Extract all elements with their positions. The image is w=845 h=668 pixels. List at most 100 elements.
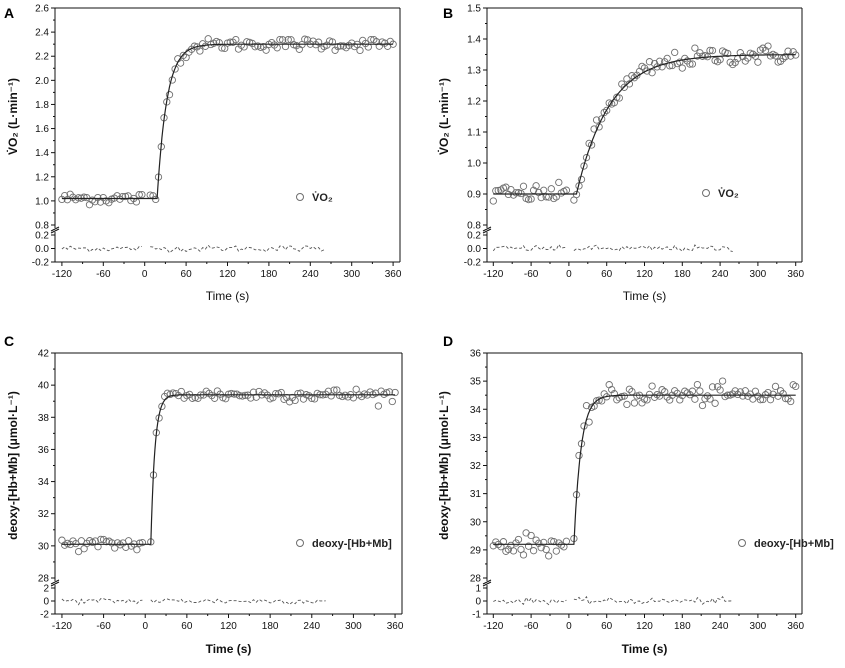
data-point bbox=[769, 390, 777, 398]
y-tick-label: 30 bbox=[38, 541, 50, 552]
x-tick-label: -60 bbox=[524, 269, 539, 280]
data-point bbox=[759, 44, 767, 52]
data-point bbox=[291, 396, 299, 405]
x-tick-label: 180 bbox=[261, 269, 278, 280]
y-tick-label: 2.6 bbox=[35, 4, 49, 15]
data-point bbox=[598, 115, 606, 123]
data-point bbox=[592, 116, 601, 124]
data-point bbox=[633, 71, 641, 79]
data-point bbox=[152, 195, 160, 204]
data-point bbox=[489, 542, 497, 550]
data-point bbox=[787, 397, 795, 406]
y-tick-label: 1.6 bbox=[35, 124, 49, 135]
y-tick-label: 1.0 bbox=[467, 159, 481, 170]
data-point bbox=[328, 38, 337, 46]
data-point bbox=[691, 395, 699, 403]
data-point bbox=[555, 539, 563, 547]
data-point bbox=[527, 531, 535, 540]
data-point bbox=[502, 547, 510, 555]
data-point bbox=[136, 539, 144, 547]
residual-line bbox=[61, 598, 326, 606]
x-tick-label: 0 bbox=[142, 269, 148, 280]
data-point bbox=[582, 401, 591, 410]
data-points bbox=[489, 42, 800, 205]
residual-tick-label: -1 bbox=[472, 610, 481, 621]
data-point bbox=[547, 185, 555, 193]
data-point bbox=[165, 91, 174, 99]
data-point bbox=[334, 42, 342, 51]
data-point bbox=[294, 389, 302, 398]
data-point bbox=[764, 42, 772, 50]
y-tick-label: 1.4 bbox=[467, 35, 481, 46]
data-point bbox=[489, 197, 497, 205]
legend: deoxy-[Hb+Mb] bbox=[738, 538, 834, 550]
data-point bbox=[787, 52, 795, 60]
legend-label: V̇O₂ bbox=[718, 187, 739, 200]
axis-break-mark bbox=[50, 228, 60, 234]
data-point bbox=[227, 389, 235, 398]
data-point bbox=[575, 451, 583, 460]
data-point bbox=[625, 385, 634, 393]
data-point bbox=[138, 190, 146, 199]
y-axis-title: V̇O₂ (L·min⁻¹) bbox=[436, 78, 451, 155]
y-tick-label: 40 bbox=[38, 381, 50, 392]
data-point bbox=[671, 48, 679, 57]
data-point bbox=[391, 388, 399, 397]
data-point bbox=[281, 42, 290, 51]
data-point bbox=[724, 49, 732, 58]
x-tick-label: 60 bbox=[181, 269, 193, 280]
data-point bbox=[352, 385, 360, 393]
data-point bbox=[535, 539, 543, 547]
x-tick-label: 360 bbox=[387, 621, 404, 632]
data-point bbox=[519, 182, 528, 190]
data-point bbox=[204, 35, 212, 43]
residual-tick-label: 2 bbox=[43, 584, 49, 595]
data-point bbox=[499, 538, 508, 546]
x-tick-label: 120 bbox=[636, 269, 653, 280]
data-point bbox=[238, 392, 247, 400]
data-point bbox=[726, 58, 734, 66]
panel-letter: A bbox=[4, 5, 14, 21]
data-point bbox=[630, 399, 639, 407]
residual-tick-label: 1 bbox=[475, 584, 481, 595]
data-points bbox=[489, 377, 800, 560]
legend-marker bbox=[296, 193, 304, 201]
data-point bbox=[532, 182, 540, 190]
data-point bbox=[605, 381, 613, 389]
data-point bbox=[650, 393, 659, 401]
y-axis-title: deoxy-[Hb+Mb] (μmol·L⁻¹) bbox=[6, 391, 20, 540]
panel-letter: C bbox=[4, 333, 14, 349]
data-points bbox=[58, 385, 399, 556]
data-point bbox=[272, 389, 280, 398]
data-point bbox=[301, 35, 309, 43]
y-tick-label: 38 bbox=[38, 413, 50, 424]
y-tick-label: 1.5 bbox=[467, 4, 481, 15]
data-point bbox=[230, 390, 238, 398]
data-point bbox=[681, 54, 689, 63]
legend: deoxy-[Hb+Mb] bbox=[296, 538, 392, 550]
residual-tick-label: 0.2 bbox=[35, 231, 49, 242]
y-tick-label: 31 bbox=[470, 489, 482, 500]
y-tick-label: 1.2 bbox=[467, 97, 481, 108]
data-point bbox=[580, 162, 588, 170]
data-point bbox=[277, 388, 285, 397]
y-tick-label: 36 bbox=[38, 445, 50, 456]
data-point bbox=[374, 402, 383, 410]
panel-b: B 0.8 0.9 1.0 1.1 1.2 1.3 1.4 1.5 0.2 0.0 -0.2-120 -… bbox=[436, 4, 804, 304]
x-tick-label: -60 bbox=[524, 621, 539, 632]
data-point bbox=[751, 387, 760, 395]
data-point bbox=[610, 390, 618, 398]
x-tick-label: 240 bbox=[712, 269, 729, 280]
x-tick-label: 0 bbox=[566, 621, 572, 632]
axes-frame bbox=[482, 352, 803, 615]
data-point bbox=[232, 35, 240, 44]
x-tick-label: -120 bbox=[52, 621, 72, 632]
y-tick-label: 29 bbox=[470, 545, 482, 556]
y-tick-label: 2.0 bbox=[35, 76, 49, 87]
data-point bbox=[718, 377, 727, 385]
y-tick-label: 28 bbox=[38, 574, 50, 585]
x-tick-label: 180 bbox=[674, 621, 691, 632]
data-point bbox=[519, 551, 528, 559]
y-tick-label: 1.8 bbox=[35, 100, 49, 111]
